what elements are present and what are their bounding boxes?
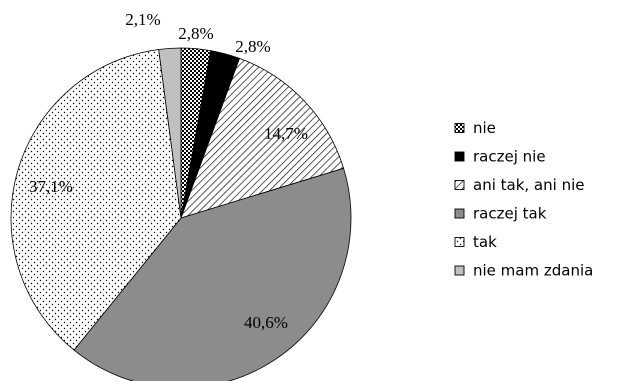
slice-label: 2,8% <box>235 37 270 56</box>
pie-slice-ani-tak-ani-nie <box>180 57 345 219</box>
legend-swatch <box>454 151 465 162</box>
slice-label: 2,1% <box>125 10 160 29</box>
pie-slice-tak <box>10 49 182 351</box>
legend-swatch <box>454 265 465 276</box>
pie-slice-nie-mam-zdania <box>158 47 182 219</box>
legend-entry-label: raczej tak <box>473 205 547 223</box>
legend-entry-label: nie <box>473 119 496 137</box>
legend-swatch <box>454 180 465 190</box>
pie-slice-raczej-tak <box>73 167 352 381</box>
legend-entry-label: ani tak, ani nie <box>473 176 584 194</box>
slice-label: 37,1% <box>29 177 73 196</box>
pie-slices <box>10 47 352 381</box>
legend-swatch <box>454 237 465 247</box>
pie-slice-labels: 2,8% 2,8% 14,7% 40,6% 37,1% 2,1% <box>29 10 308 332</box>
slice-label: 2,8% <box>178 24 213 43</box>
legend-entry-label: raczej nie <box>473 148 546 166</box>
legend-swatch <box>454 123 465 133</box>
legend: nie raczej nie ani tak, ani nie raczej tak t… <box>454 119 593 280</box>
slice-label: 40,6% <box>244 313 288 332</box>
legend-swatch <box>454 208 465 219</box>
legend-entry-label: tak <box>473 233 497 251</box>
legend-entry-label: nie mam zdania <box>473 262 593 280</box>
slice-label: 14,7% <box>264 124 308 143</box>
